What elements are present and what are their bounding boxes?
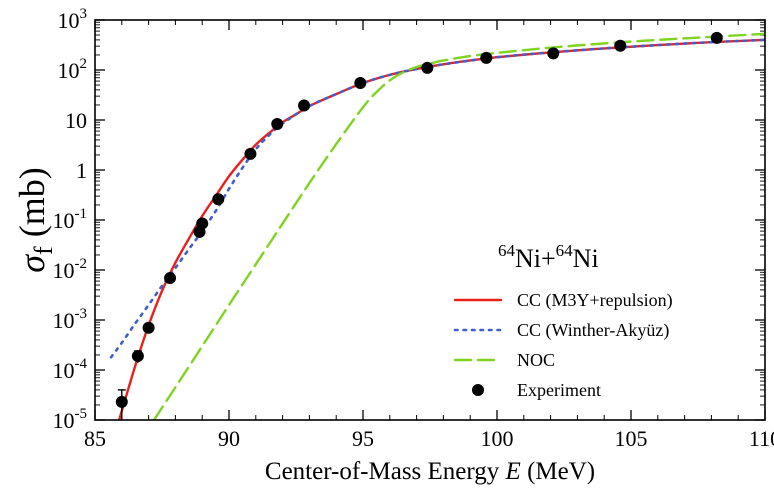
series-line-0 <box>117 38 765 420</box>
legend-label-0: CC (M3Y+repulsion) <box>517 290 673 311</box>
y-axis-label: σf (mb) <box>12 167 58 272</box>
y-tick-label: 1 <box>76 158 87 183</box>
legend-label-experiment: Experiment <box>517 380 601 400</box>
x-tick-label: 90 <box>218 426 240 451</box>
y-tick-label: 102 <box>58 56 88 83</box>
experiment-point <box>354 76 367 89</box>
model-curves <box>109 32 765 420</box>
experiment-point <box>614 39 627 52</box>
series-line-2 <box>152 32 765 420</box>
experiment-point <box>244 147 257 160</box>
experiment-point <box>196 217 209 230</box>
y-tick-label: 10-4 <box>53 356 88 383</box>
axis-ticks <box>94 19 766 421</box>
legend-label-1: CC (Winther-Akyüz) <box>517 320 669 341</box>
reaction-annotation: 64Ni+64Ni <box>498 241 599 273</box>
y-tick-label: 10-5 <box>53 406 88 433</box>
legend-swatch-experiment <box>472 384 484 396</box>
experiment-points <box>115 31 723 420</box>
y-tick-label: 10 <box>65 108 87 133</box>
x-tick-label: 85 <box>84 426 106 451</box>
experiment-point <box>142 321 155 334</box>
y-tick-label: 10-1 <box>53 206 88 233</box>
experiment-point <box>115 395 128 408</box>
legend-label-2: NOC <box>517 350 555 370</box>
y-tick-label: 10-2 <box>53 256 88 283</box>
experiment-point <box>164 272 177 285</box>
x-axis-label: Center-of-Mass Energy E (MeV) <box>265 458 595 485</box>
experiment-point <box>480 51 493 64</box>
legend: CC (M3Y+repulsion) CC (Winther-Akyüz) NOC E… <box>453 290 673 400</box>
experiment-point <box>710 31 723 44</box>
experiment-point <box>271 118 284 131</box>
tick-labels: 85909510010511010-510-410-310-210-111010… <box>53 6 774 451</box>
experiment-point <box>298 99 311 112</box>
experiment-point <box>421 61 434 74</box>
x-tick-label: 95 <box>352 426 374 451</box>
x-tick-label: 100 <box>481 426 514 451</box>
y-tick-label: 10-3 <box>53 306 88 333</box>
experiment-point <box>547 47 560 60</box>
experiment-point <box>212 193 225 206</box>
y-tick-label: 103 <box>58 6 88 33</box>
plot-frame <box>94 19 766 421</box>
x-tick-label: 110 <box>749 426 774 451</box>
experiment-point <box>131 350 144 363</box>
x-tick-label: 105 <box>615 426 648 451</box>
